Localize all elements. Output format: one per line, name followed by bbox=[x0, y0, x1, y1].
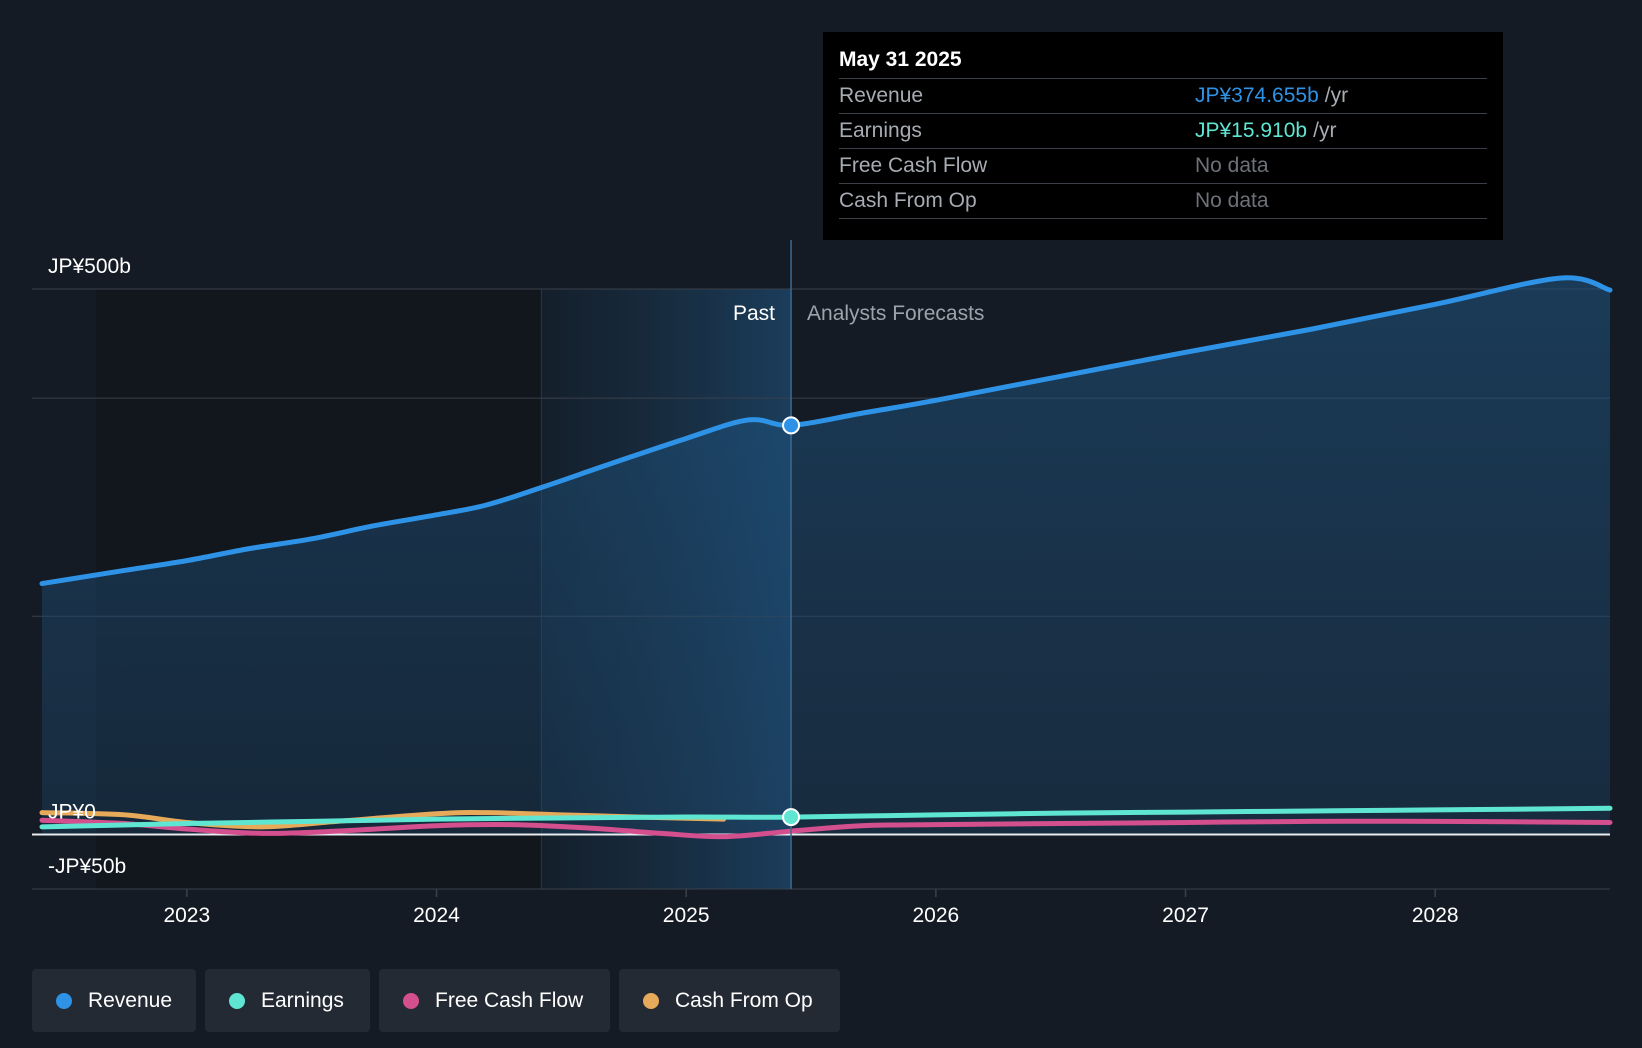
earnings-marker bbox=[782, 808, 801, 827]
tooltip-date: May 31 2025 bbox=[839, 48, 962, 71]
x-tick-label: 2024 bbox=[413, 904, 460, 927]
tooltip-value-earnings: JP¥15.910b bbox=[1195, 119, 1308, 142]
tooltip-row-free-cash-flow: Free Cash Flow No data bbox=[839, 148, 1487, 183]
tooltip-label: Earnings bbox=[839, 119, 922, 142]
tooltip-value-revenue: JP¥374.655b bbox=[1195, 84, 1319, 107]
y-tick-label: JP¥0 bbox=[48, 800, 96, 823]
x-tick-label: 2023 bbox=[163, 904, 210, 927]
series-line-free-cash-flow bbox=[39, 817, 1613, 840]
tooltip-row-cash-from-op: Cash From Op No data bbox=[839, 183, 1487, 219]
legend-dot-icon bbox=[403, 992, 419, 1009]
revenue-area bbox=[41, 277, 1611, 835]
x-tick-label: 2028 bbox=[1412, 904, 1459, 927]
x-tick-label: 2026 bbox=[912, 904, 959, 927]
tooltip-row-revenue: Revenue JP¥374.655b /yr bbox=[839, 78, 1487, 113]
tooltip-label: Free Cash Flow bbox=[839, 154, 988, 177]
legend-item-earnings[interactable]: Earnings bbox=[205, 969, 370, 1032]
legend-item-cash-from-op[interactable]: Cash From Op bbox=[619, 969, 840, 1032]
past-label: Past bbox=[733, 302, 775, 325]
legend: Revenue Earnings Free Cash Flow Cash Fro… bbox=[32, 969, 840, 1032]
tooltip: May 31 2025 Revenue JP¥374.655b /yr Earn… bbox=[823, 32, 1503, 240]
tooltip-label: Revenue bbox=[839, 84, 924, 107]
y-tick-label: -JP¥50b bbox=[48, 855, 126, 878]
x-tick-label: 2025 bbox=[663, 904, 710, 927]
legend-item-revenue[interactable]: Revenue bbox=[32, 969, 196, 1032]
tooltip-unit: /yr bbox=[1324, 84, 1349, 107]
series-line-revenue bbox=[39, 275, 1613, 587]
legend-label: Cash From Op bbox=[675, 988, 813, 1012]
x-tick-label: 2027 bbox=[1162, 904, 1209, 927]
legend-label: Revenue bbox=[87, 988, 172, 1012]
legend-dot-icon bbox=[56, 992, 72, 1009]
y-tick-label: JP¥500b bbox=[48, 255, 131, 278]
revenue-marker bbox=[782, 416, 801, 435]
tooltip-value-cash-from-op: No data bbox=[1195, 189, 1269, 212]
tooltip-row-earnings: Earnings JP¥15.910b /yr bbox=[839, 113, 1487, 148]
tooltip-value-free-cash-flow: No data bbox=[1195, 154, 1269, 177]
tooltip-unit: /yr bbox=[1313, 119, 1337, 142]
legend-label: Earnings bbox=[261, 988, 344, 1012]
legend-dot-icon bbox=[643, 992, 659, 1009]
forecast-label: Analysts Forecasts bbox=[807, 302, 984, 325]
legend-label: Free Cash Flow bbox=[435, 988, 584, 1012]
legend-item-free-cash-flow[interactable]: Free Cash Flow bbox=[379, 969, 610, 1032]
tooltip-label: Cash From Op bbox=[839, 189, 977, 212]
legend-dot-icon bbox=[229, 992, 245, 1009]
